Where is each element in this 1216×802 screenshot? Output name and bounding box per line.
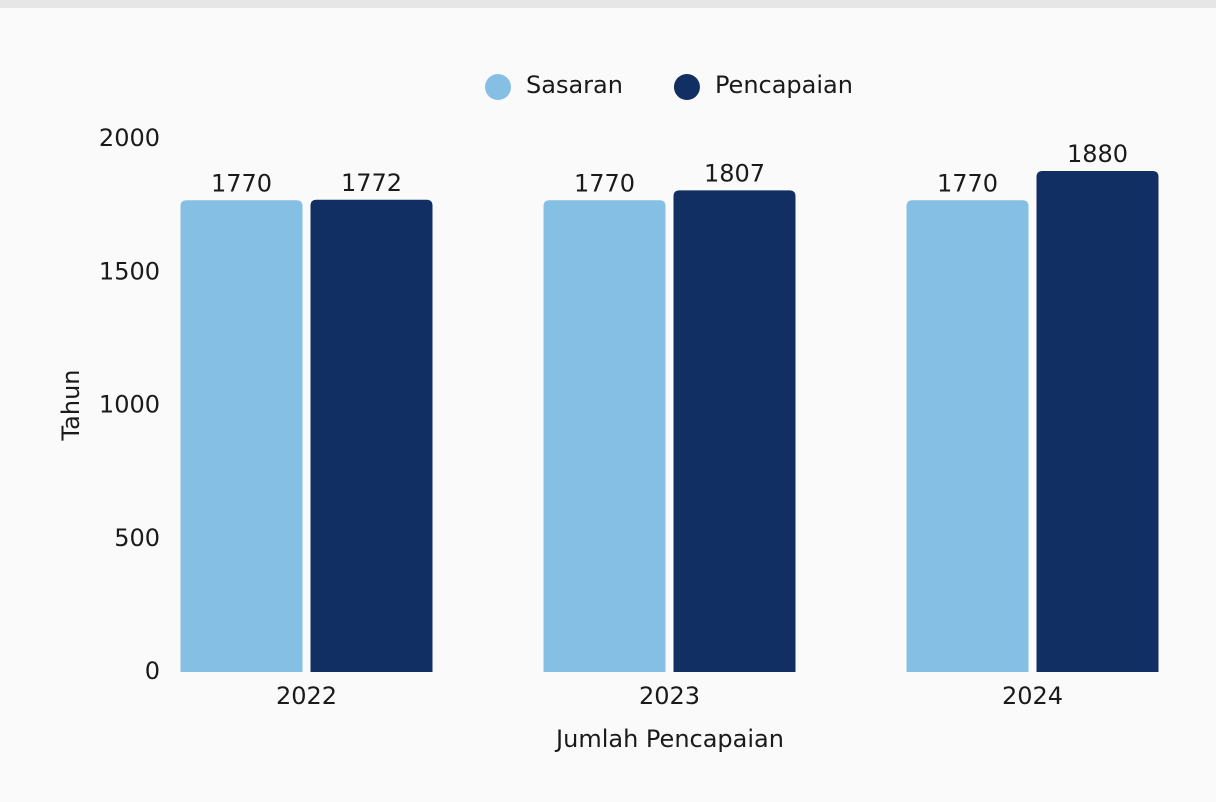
y-tick-label: 1000	[99, 391, 160, 419]
top-band	[0, 0, 1216, 8]
bar	[180, 200, 303, 673]
legend-marker	[673, 74, 700, 100]
data-label: 1772	[341, 169, 402, 197]
data-label: 1807	[704, 159, 765, 187]
y-tick-label: 500	[114, 524, 160, 552]
y-tick-label: 2000	[99, 124, 160, 152]
y-tick-label: 1500	[99, 257, 160, 285]
bar	[543, 200, 666, 673]
bar	[1036, 170, 1159, 673]
x-tick-label: 2022	[276, 682, 337, 710]
x-axis-label: Jumlah Pencapaian	[554, 725, 784, 753]
legend-label: Sasaran	[526, 71, 623, 99]
x-tick-label: 2024	[1002, 682, 1063, 710]
bar	[310, 199, 433, 672]
y-tick-label: 0	[145, 657, 160, 685]
x-tick-label: 2023	[639, 682, 700, 710]
legend-marker	[485, 74, 511, 100]
y-axis-label: Tahun	[57, 369, 85, 441]
data-label: 1770	[937, 169, 998, 197]
bar	[906, 200, 1029, 673]
bar	[673, 190, 796, 672]
legend-label: Pencapaian	[715, 71, 853, 99]
data-label: 1880	[1067, 140, 1128, 168]
data-label: 1770	[211, 169, 272, 197]
data-label: 1770	[574, 169, 635, 197]
